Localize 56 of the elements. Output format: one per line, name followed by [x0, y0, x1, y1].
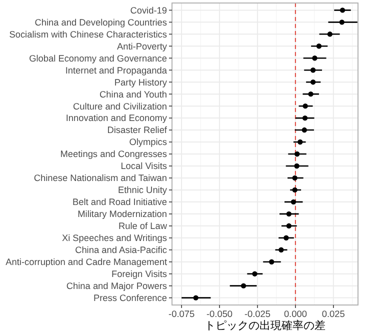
x-tick-label: -0.025 [244, 309, 271, 319]
y-tick-label: China and Developing Countries [34, 17, 168, 28]
y-tick-label: Culture and Civilization [73, 101, 167, 112]
point [312, 56, 318, 61]
point [292, 187, 298, 193]
y-tick-label: China and Asia-Pacific [75, 245, 168, 256]
point [302, 103, 308, 109]
point [339, 20, 345, 25]
point [240, 283, 246, 288]
point [269, 259, 274, 264]
point [290, 199, 296, 205]
y-tick-label: Rule of Law [118, 221, 168, 232]
point [193, 295, 198, 300]
point [294, 151, 300, 157]
point [327, 32, 333, 37]
y-tick-label: Innovation and Economy [66, 113, 168, 124]
y-tick-label: Foreign Visits [112, 269, 168, 280]
point [316, 44, 322, 49]
y-tick-label: Disaster Relief [107, 125, 168, 136]
point [298, 139, 303, 145]
point [310, 79, 316, 85]
point [286, 223, 292, 229]
y-tick-label: Anti-Poverty [116, 41, 168, 52]
y-tick-label: China and Youth [100, 89, 167, 100]
y-tick-label: China and Major Powers [66, 281, 168, 292]
point [302, 127, 307, 133]
y-tick-label: Anti-corruption and Cadre Management [6, 257, 168, 268]
y-tick-label: Military Modernization [78, 209, 167, 220]
point [292, 175, 298, 181]
point [284, 235, 289, 240]
y-tick-label: Internet and Propaganda [65, 65, 168, 76]
y-tick-label: Press Conference [93, 293, 167, 304]
point [286, 211, 292, 217]
y-tick-label: Socialism with Chinese Characteristics [9, 29, 168, 40]
point [252, 271, 258, 276]
x-tick-label: 0.025 [322, 309, 345, 319]
y-tick-label: Meetings and Congresses [60, 149, 168, 160]
y-tick-label: Xi Speeches and Writings [62, 233, 168, 244]
x-axis-title: トピックの出現確率の差 [204, 319, 326, 331]
x-tick-label: -0.050 [206, 309, 233, 319]
y-tick-label: Covid-19 [130, 5, 167, 16]
point [308, 91, 314, 97]
point [302, 115, 308, 121]
point [278, 247, 284, 252]
point [310, 68, 316, 73]
y-tick-label: Party History [114, 77, 168, 88]
point [340, 8, 346, 13]
x-tick-label: 0.000 [284, 309, 307, 319]
y-tick-label: Global Economy and Governance [29, 53, 167, 64]
y-tick-label: Local Visits [120, 161, 168, 172]
point [294, 163, 300, 169]
y-tick-label: Olympics [129, 137, 168, 148]
x-tick-label: -0.075 [168, 309, 195, 319]
y-tick-label: Chinese Nationalism and Taiwan [34, 173, 167, 184]
y-tick-label: Ethnic Unity [118, 185, 168, 196]
y-tick-label: Belt and Road Initiative [72, 197, 167, 208]
